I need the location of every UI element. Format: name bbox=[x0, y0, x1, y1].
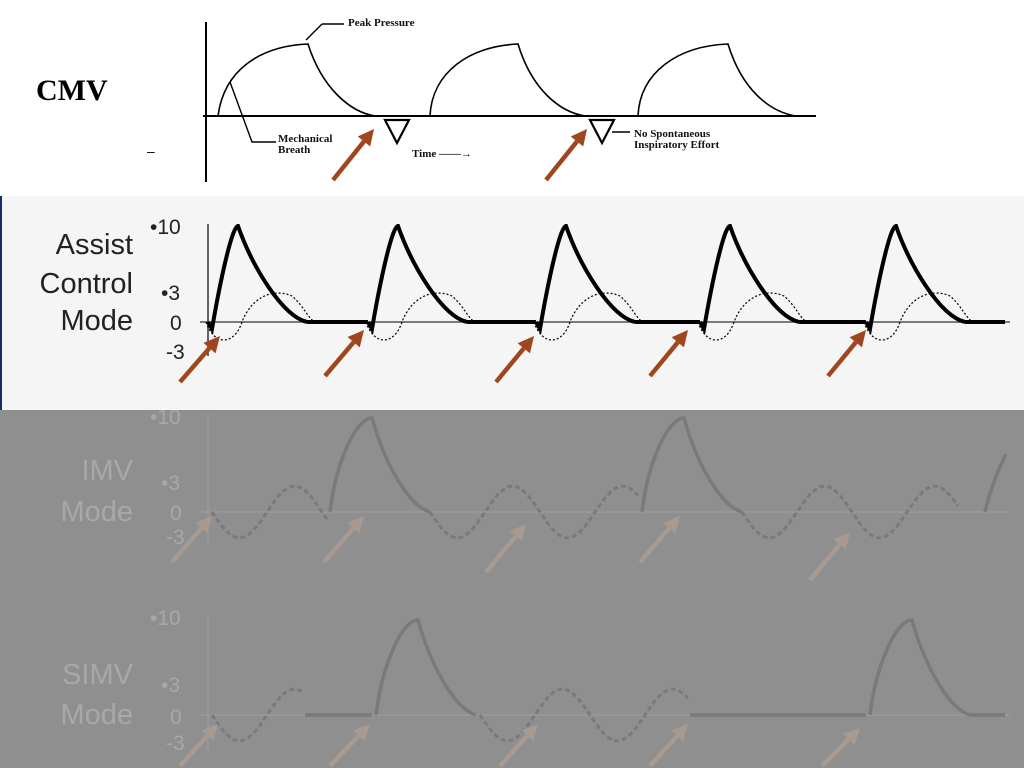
simv-spontaneous-2 bbox=[478, 687, 690, 743]
ac-waveforms bbox=[205, 223, 1005, 341]
ac-waves-flow-1 bbox=[205, 292, 317, 341]
mechanical-breath-label-1: Mechanical bbox=[278, 133, 332, 145]
simv-arrow-4 bbox=[648, 724, 688, 768]
simv-mandatory-2 bbox=[868, 618, 971, 717]
ac-waves-flow-4 bbox=[697, 292, 809, 341]
no-effort-label-2: Inspiratory Effort bbox=[634, 139, 720, 151]
imv-arrow-5 bbox=[808, 532, 850, 582]
imv-tick-minus-3: -3 bbox=[166, 526, 185, 549]
ac-arrow-2 bbox=[323, 330, 364, 378]
cmv-pressure-waveform bbox=[217, 43, 797, 117]
simv-mandatory-1 bbox=[374, 618, 477, 717]
imv-label-line-1: IMV bbox=[81, 455, 133, 487]
ac-waves-breath-1 bbox=[206, 223, 308, 335]
cmv-panel: CMV – Peak Pressure Mechanical Breath Ti… bbox=[0, 0, 1024, 196]
simv-arrow-1 bbox=[178, 724, 218, 768]
imv-arrow-3 bbox=[484, 524, 526, 574]
ac-tick-3: •3 bbox=[161, 282, 180, 305]
imv-simv-diagram: IMV Mode •10 •3 0 -3 SIMV Mode •10 •3 0 … bbox=[60, 410, 1010, 768]
imv-tick-10: •10 bbox=[150, 410, 181, 429]
ac-arrow-3 bbox=[494, 336, 534, 384]
imv-arrow-1 bbox=[170, 516, 212, 564]
ac-label-line-2: Control bbox=[40, 268, 134, 300]
ac-waves-breath-2 bbox=[366, 223, 468, 335]
peak-pressure-label: Peak Pressure bbox=[348, 17, 415, 29]
ac-arrow-4 bbox=[648, 330, 688, 378]
mechanical-callout-line bbox=[229, 81, 276, 143]
no-effort-triangle-2 bbox=[588, 118, 616, 146]
imv-tick-0: 0 bbox=[170, 502, 182, 525]
simv-arrow-3 bbox=[498, 724, 538, 768]
ac-label-line-3: Mode bbox=[60, 305, 133, 337]
ac-arrow-5 bbox=[826, 330, 866, 378]
ac-tick-0: 0 bbox=[170, 312, 182, 335]
imv-arrow-2 bbox=[322, 516, 364, 564]
imv-mandatory-3 bbox=[983, 453, 1008, 513]
ac-waves-flow-3 bbox=[533, 292, 645, 341]
imv-spontaneous-3 bbox=[740, 484, 960, 540]
simv-arrows bbox=[178, 724, 860, 768]
cmv-arrow-2 bbox=[544, 129, 587, 182]
ac-tick-minus-3: -3 bbox=[166, 341, 185, 364]
imv-tick-3: •3 bbox=[161, 472, 180, 495]
cmv-arrow-1 bbox=[331, 129, 374, 182]
simv-label-line-1: SIMV bbox=[62, 659, 134, 691]
assist-control-panel: Assist Control Mode •10 •3 0 -3 bbox=[0, 196, 1024, 410]
simv-waveforms bbox=[210, 618, 1005, 743]
imv-arrows bbox=[170, 516, 850, 582]
imv-waveforms bbox=[210, 416, 1008, 540]
cmv-title: CMV bbox=[36, 74, 108, 107]
mechanical-breath-label-2: Breath bbox=[278, 144, 310, 156]
no-effort-label-1: No Spontaneous bbox=[634, 128, 711, 140]
simv-label-line-2: Mode bbox=[60, 699, 133, 731]
ac-waves-breath-3 bbox=[534, 223, 636, 335]
ac-label-line-1: Assist bbox=[56, 229, 133, 261]
assist-control-diagram: Assist Control Mode •10 •3 0 -3 bbox=[40, 216, 1010, 384]
peak-callout-line bbox=[305, 23, 323, 41]
imv-mandatory-2 bbox=[640, 416, 743, 514]
cmv-diagram: CMV – Peak Pressure Mechanical Breath Ti… bbox=[36, 17, 816, 182]
simv-tick-0: 0 bbox=[170, 706, 182, 729]
ac-waves-breath-5 bbox=[864, 223, 966, 335]
simv-tick-3: •3 bbox=[161, 674, 180, 697]
simv-spontaneous-1 bbox=[210, 687, 305, 743]
imv-label-line-2: Mode bbox=[60, 496, 133, 528]
imv-mandatory-1 bbox=[328, 416, 431, 514]
cmv-dash: – bbox=[147, 143, 155, 159]
no-effort-triangle-1 bbox=[383, 118, 411, 146]
simv-tick-10: •10 bbox=[150, 607, 181, 630]
ac-tick-10: •10 bbox=[150, 216, 181, 239]
imv-spontaneous-1 bbox=[210, 484, 330, 540]
imv-simv-panel: IMV Mode •10 •3 0 -3 SIMV Mode •10 •3 0 … bbox=[0, 410, 1024, 768]
time-label: Time ——→ bbox=[412, 148, 472, 160]
ac-waves-breath-4 bbox=[698, 223, 800, 335]
ac-waves-flow-5 bbox=[863, 292, 975, 341]
ac-waves-flow-2 bbox=[365, 292, 477, 341]
simv-arrow-5 bbox=[820, 728, 860, 768]
ac-arrow-1 bbox=[178, 336, 220, 384]
imv-spontaneous-2 bbox=[428, 484, 640, 540]
simv-arrow-2 bbox=[328, 724, 370, 768]
imv-arrow-4 bbox=[638, 516, 680, 564]
simv-tick-minus-3: -3 bbox=[166, 732, 185, 755]
ac-arrows bbox=[178, 330, 866, 384]
